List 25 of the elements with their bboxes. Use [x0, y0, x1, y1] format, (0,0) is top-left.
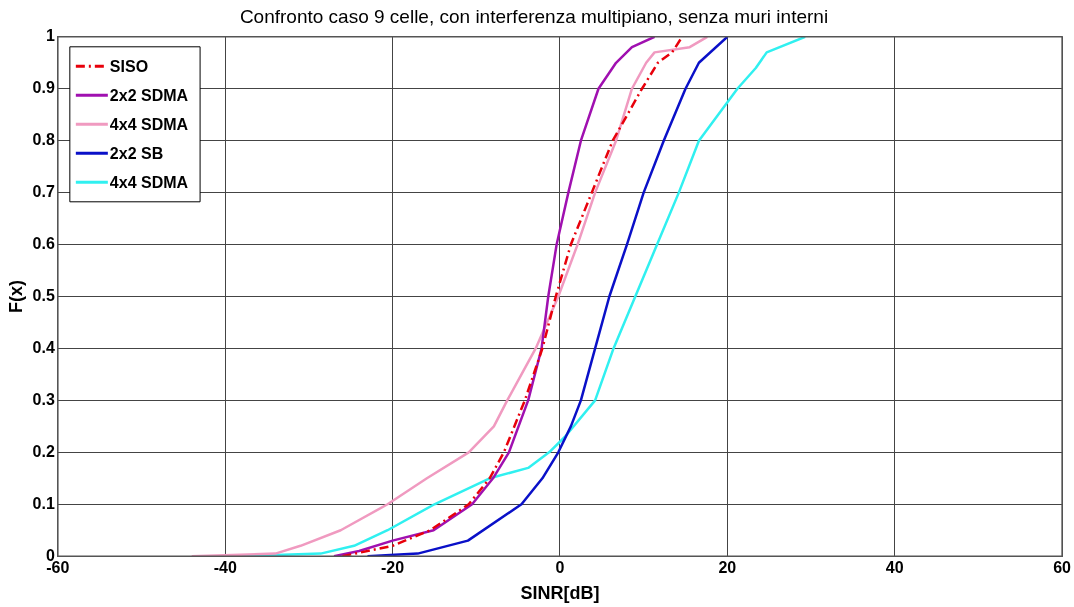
x-tick-label: -60 — [46, 559, 70, 577]
x-tick-label: 60 — [1053, 559, 1072, 577]
legend-label: 4x4 SDMA — [109, 173, 189, 191]
x-tick-label: -40 — [213, 559, 237, 577]
y-tick-label: 0.9 — [32, 79, 55, 97]
y-tick-label: 0.6 — [32, 234, 55, 252]
y-tick-label: 0.8 — [32, 131, 55, 149]
legend-label: 2x2 SB — [109, 144, 164, 162]
y-tick-label: 1 — [45, 27, 55, 45]
x-axis-title: SINR[dB] — [520, 583, 600, 604]
x-tick-label: 20 — [718, 559, 737, 577]
y-axis-title: F(x) — [5, 280, 26, 313]
x-tick-label: 40 — [885, 559, 904, 577]
x-tick-label: 0 — [555, 559, 565, 577]
legend-label: 2x2 SDMA — [109, 86, 189, 104]
y-tick-label: 0.2 — [32, 442, 55, 460]
y-tick-label: 0.3 — [32, 390, 55, 408]
legend-label: 4x4 SDMA — [109, 115, 189, 133]
y-tick-label: 0.4 — [32, 338, 55, 356]
y-tick-label: 0.7 — [32, 183, 55, 201]
x-tick-label: -20 — [381, 559, 405, 577]
legend-label: SISO — [109, 57, 149, 75]
chart-title: Confronto caso 9 celle, con interferenza multipiano, senza muri interni — [239, 5, 829, 27]
y-tick-label: 0.1 — [32, 494, 55, 512]
y-tick-label: 0.5 — [32, 286, 55, 304]
